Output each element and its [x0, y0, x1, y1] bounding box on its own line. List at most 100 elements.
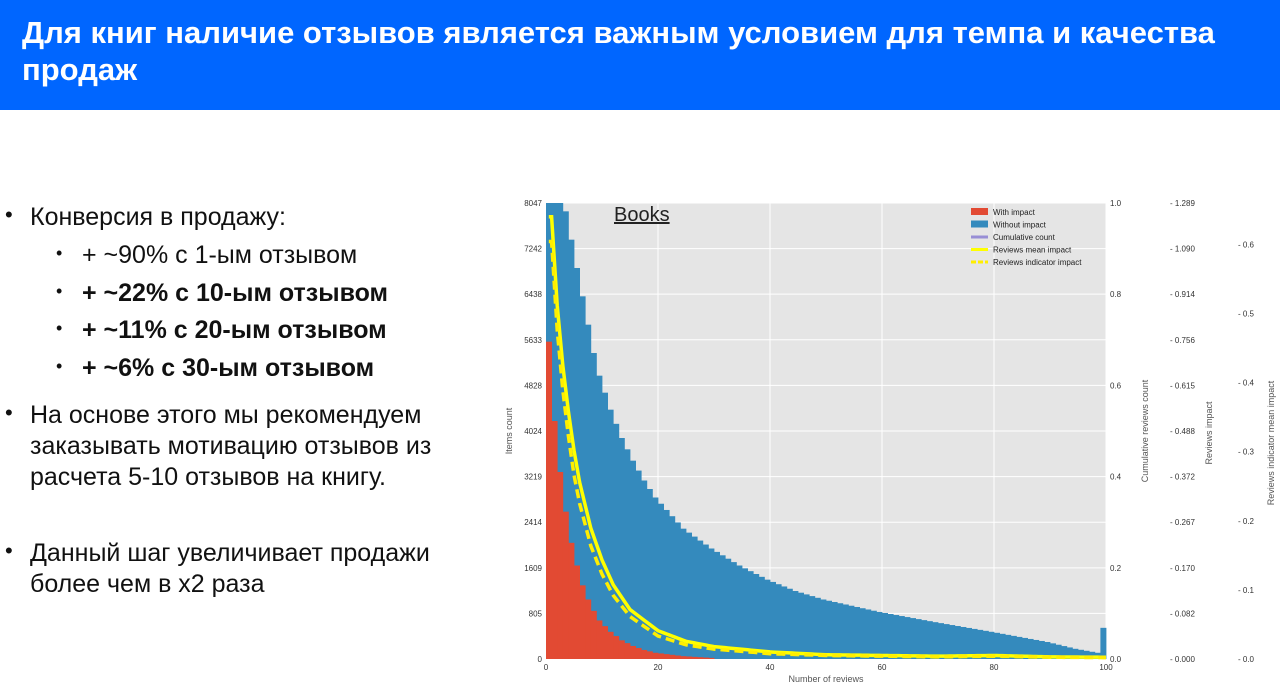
bar-without-impact — [758, 576, 765, 659]
bar-without-impact — [691, 536, 698, 659]
bar-with-impact — [551, 420, 558, 659]
x-tick-label: 20 — [654, 663, 663, 672]
bar-without-impact — [859, 608, 866, 659]
legend-label: Without impact — [993, 221, 1047, 230]
y3-tick-label: - 0.488 — [1170, 427, 1195, 436]
header-banner: Для книг наличие отзывов является важным… — [0, 0, 1280, 110]
y-tick-label: 7242 — [524, 245, 542, 254]
bar-without-impact — [663, 509, 670, 659]
y2-tick-label: 0.6 — [1110, 381, 1122, 390]
bar-without-impact — [579, 296, 586, 659]
bar-without-impact — [775, 584, 782, 659]
bar-with-impact — [691, 656, 698, 659]
bullet-conversion-30: + ~6% с 30-ым отзывом — [82, 354, 375, 382]
bar-without-impact — [1027, 638, 1034, 659]
bar-without-impact — [770, 581, 776, 659]
bullet-marker: • — [56, 243, 63, 263]
bar-without-impact — [635, 470, 642, 659]
bar-with-impact — [635, 647, 642, 659]
bar-without-impact — [747, 571, 754, 659]
y4-tick-label: - 0.3 — [1238, 448, 1255, 457]
legend: With impact Without impact Cumulative coun… — [971, 208, 1082, 267]
bullet-marker: • — [56, 356, 63, 376]
bar-without-impact — [792, 590, 799, 659]
bar-without-impact — [870, 610, 877, 659]
bar-without-impact — [1005, 634, 1012, 659]
bullet-conversion-10: + ~22% с 10-ым отзывом — [82, 279, 389, 307]
bullet-marker: • — [5, 400, 13, 425]
x-tick-label: 60 — [878, 663, 887, 672]
bar-without-impact — [641, 480, 648, 659]
y-tick-label: 4828 — [524, 381, 542, 390]
bar-without-impact — [882, 612, 888, 659]
legend-label: Reviews indicator impact — [993, 258, 1082, 267]
bar-with-impact — [557, 471, 564, 659]
y4-axis-label: Reviews indicator mean impact — [1266, 380, 1276, 505]
y-tick-label: 0 — [538, 655, 543, 664]
y2-tick-label: 0.4 — [1110, 473, 1122, 482]
bar-without-impact — [753, 573, 760, 659]
bar-without-impact — [630, 460, 636, 659]
bar-with-impact — [686, 656, 692, 659]
bar-without-impact — [702, 544, 709, 659]
bar-without-impact — [585, 324, 592, 659]
bullet-marker: • — [56, 318, 63, 338]
x-tick-label: 0 — [544, 663, 549, 672]
y3-tick-label: - 1.289 — [1170, 199, 1195, 208]
bar-with-impact — [574, 565, 580, 659]
bar-without-impact — [742, 568, 748, 659]
legend-label: With impact — [993, 208, 1036, 217]
bar-with-impact — [663, 654, 670, 659]
bar-without-impact — [865, 609, 872, 659]
bullet-marker: • — [5, 538, 13, 563]
y3-tick-label: - 0.756 — [1170, 336, 1195, 345]
y2-axis-label: Cumulative reviews count — [1140, 379, 1150, 482]
bar-without-impact — [904, 617, 911, 659]
lines — [549, 217, 1107, 660]
y3-tick-label: - 0.082 — [1170, 609, 1195, 618]
y4-tick-label: - 0.5 — [1238, 310, 1255, 319]
y3-tick-label: - 1.090 — [1170, 245, 1195, 254]
bar-without-impact — [831, 601, 838, 659]
bar-without-impact — [1044, 641, 1051, 659]
bar-with-impact — [624, 643, 631, 659]
bar-without-impact — [613, 423, 620, 659]
y3-tick-label: - 0.914 — [1170, 290, 1195, 299]
bar-without-impact — [1083, 650, 1090, 659]
bar-without-impact — [764, 579, 771, 659]
bar-without-impact — [1022, 637, 1028, 659]
bullet-sales-effect: Данный шаг увеличивает продажи более чем… — [30, 539, 430, 598]
bar-without-impact — [994, 632, 1000, 659]
bullet-conversion-20: + ~11% с 20-ым отзывом — [82, 316, 387, 344]
bar-without-impact — [887, 614, 894, 659]
bar-without-impact — [730, 562, 737, 659]
legend-swatch — [971, 208, 988, 215]
bar-without-impact — [814, 597, 821, 659]
bar-without-impact — [1055, 644, 1062, 659]
bar-without-impact — [714, 551, 720, 659]
y-tick-label: 6438 — [524, 290, 542, 299]
y-tick-label: 5633 — [524, 336, 542, 345]
y2-tick-label: 0.2 — [1110, 564, 1122, 573]
bar-without-impact — [1016, 636, 1023, 659]
bar-without-impact — [674, 522, 681, 659]
bar-with-impact — [697, 657, 704, 659]
bar-without-impact — [966, 627, 972, 659]
bar-with-impact — [618, 640, 625, 659]
bar-with-impact — [607, 631, 614, 659]
y4-tick-label: - 0.6 — [1238, 240, 1255, 249]
bar-without-impact — [590, 352, 597, 659]
bar-without-impact — [798, 592, 804, 659]
bar-with-impact — [652, 652, 659, 659]
axes: 0 20 40 60 80 100 0 805 1609 2414 3219 4024 4828 5633… — [504, 199, 1276, 684]
legend-label: Reviews mean impact — [993, 246, 1072, 255]
y2-tick-label: 0.8 — [1110, 290, 1122, 299]
bar-without-impact — [680, 528, 687, 659]
bar-without-impact — [837, 603, 844, 659]
bar-without-impact — [988, 631, 995, 659]
bar-without-impact — [652, 497, 659, 659]
bar-without-impact — [971, 628, 978, 659]
bar-with-impact — [579, 585, 586, 659]
bar-without-impact — [1066, 647, 1073, 659]
x-tick-label: 40 — [766, 663, 775, 672]
